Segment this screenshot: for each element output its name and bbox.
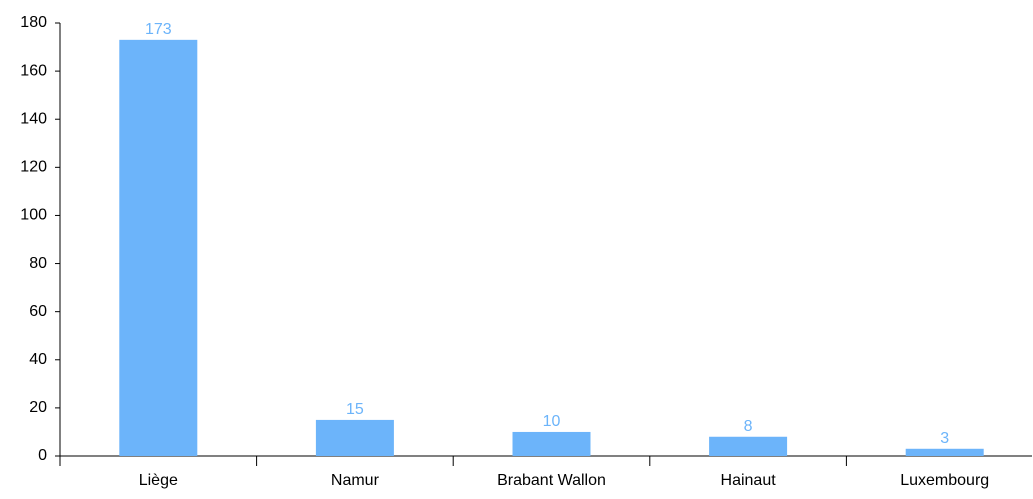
y-tick-label: 20 xyxy=(29,399,47,416)
x-tick-label: Hainaut xyxy=(721,472,777,489)
bar xyxy=(315,419,394,456)
x-tick-label: Brabant Wallon xyxy=(497,472,606,489)
y-tick-label: 100 xyxy=(20,207,47,224)
y-tick-label: 160 xyxy=(20,62,47,79)
bar xyxy=(512,431,591,456)
value-label: 3 xyxy=(940,430,949,447)
value-label: 15 xyxy=(346,401,364,418)
y-tick-label: 0 xyxy=(38,447,47,464)
x-tick-label: Luxembourg xyxy=(900,472,989,489)
bar xyxy=(119,39,198,456)
y-tick-label: 180 xyxy=(20,14,47,31)
y-tick-label: 80 xyxy=(29,255,47,272)
bar xyxy=(905,448,984,456)
value-label: 8 xyxy=(744,418,753,435)
y-tick-label: 120 xyxy=(20,159,47,176)
x-tick-label: Liège xyxy=(139,472,178,489)
y-tick-label: 140 xyxy=(20,110,47,127)
value-label: 10 xyxy=(543,413,561,430)
bar xyxy=(709,436,788,456)
y-tick-label: 60 xyxy=(29,303,47,320)
value-label: 173 xyxy=(145,21,172,38)
x-tick-label: Namur xyxy=(331,472,380,489)
y-tick-label: 40 xyxy=(29,351,47,368)
